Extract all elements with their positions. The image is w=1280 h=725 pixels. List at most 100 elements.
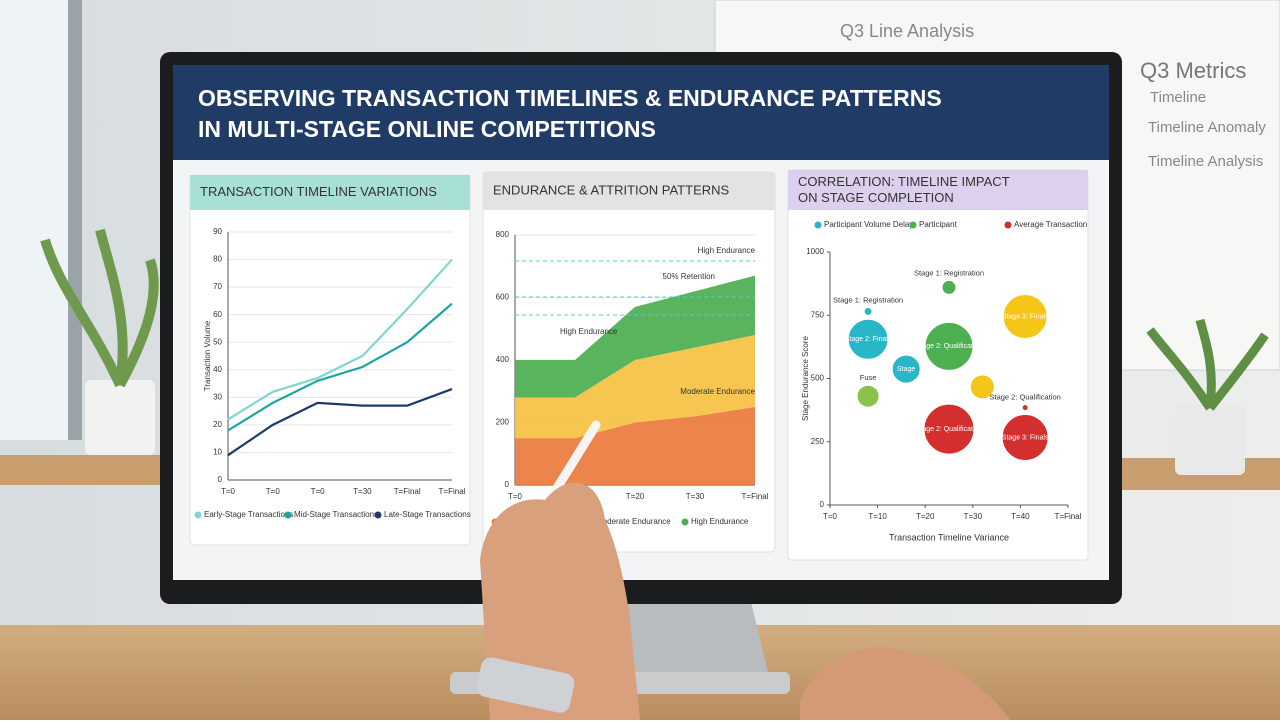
panel-title: ENDURANCE & ATTRITION PATTERNS: [493, 182, 730, 197]
panel-title-band: [788, 170, 1088, 210]
x-tick-label: T=Final: [439, 487, 466, 496]
header-title: OBSERVING TRANSACTION TIMELINES & ENDURA…: [198, 85, 942, 111]
y-tick-label: 400: [496, 355, 510, 364]
y-tick-label: 90: [213, 227, 222, 236]
bubble: [924, 321, 974, 371]
legend-swatch: [284, 511, 292, 519]
x-axis-label: Transaction Timeline Variance: [889, 532, 1009, 542]
series-line: [227, 258, 453, 421]
legend-swatch: [374, 511, 382, 519]
bubble-label: Stage 1: Registration: [833, 295, 903, 304]
x-tick-label: T=0: [221, 487, 236, 496]
legend-swatch: [909, 221, 917, 229]
side-table: [0, 455, 170, 485]
panel-title: CORRELATION: TIMELINE IMPACT ON STAGE COM…: [798, 174, 1010, 205]
x-tick-label: T=30: [964, 512, 983, 521]
y-tick-label: 500: [811, 374, 825, 383]
legend-label: Participant Volume Delay: [824, 220, 913, 229]
bubble: [1021, 404, 1029, 412]
left-hand: [800, 647, 1010, 720]
y-tick-label: 0: [218, 475, 223, 484]
bubble-label: Fuse: [860, 373, 877, 382]
bubble: [1001, 413, 1049, 461]
legend-label: Moderate Endurance: [596, 517, 671, 526]
y-tick-label: 800: [496, 230, 510, 239]
area-layer: [515, 275, 755, 398]
window-frame: [68, 0, 82, 440]
panel-title-band: [190, 175, 470, 210]
bubble-label: Stage 2: Qualification: [916, 343, 983, 350]
x-tick-label: T=10: [868, 512, 887, 521]
plant: [1146, 318, 1269, 475]
annotation: High Endurance: [560, 327, 618, 336]
whiteboard-text: Timeline: [1150, 89, 1206, 106]
annotation: 50% Retention: [663, 272, 715, 281]
x-tick-label: T=20: [916, 512, 935, 521]
legend-swatch: [814, 221, 822, 229]
x-tick-label: T=20: [626, 492, 645, 501]
bubble: [1002, 294, 1048, 340]
bubble-label: Stage 2: Qualification: [916, 426, 983, 433]
x-tick-label: T=0: [823, 512, 838, 521]
y-tick-label: 70: [213, 282, 222, 291]
y-tick-label: 30: [213, 392, 222, 401]
legend-label: Mid-Stage Transactions: [294, 510, 378, 519]
y-tick-label: 750: [811, 310, 825, 319]
y-tick-label: 0: [505, 480, 510, 489]
annotation: Moderate Endurance: [680, 387, 755, 396]
bubble: [941, 279, 957, 295]
bubble: [863, 306, 873, 316]
bubble-label: Stage 2: Qualification: [990, 393, 1061, 402]
x-tick-label: T=40: [1011, 512, 1030, 521]
title-line: CORRELATION: TIMELINE IMPACT: [798, 174, 1010, 189]
bubble-label: Stage 2: Finals: [845, 336, 892, 343]
y-tick-label: 80: [213, 255, 222, 264]
legend-swatch: [681, 518, 689, 526]
y-tick-label: 1000: [806, 247, 824, 256]
panel-title-band: [483, 172, 775, 210]
whiteboard-text: Q3 Metrics: [1140, 58, 1246, 83]
whiteboard-text: Q3 Line Analysis: [840, 21, 974, 41]
legend-label: Late-Stage Transactions: [384, 510, 471, 519]
y-tick-label: 20: [213, 420, 222, 429]
header-title: IN MULTI-STAGE ONLINE COMPETITIONS: [198, 116, 656, 142]
bubble-label: Stage 1: Registration: [914, 268, 984, 277]
legend-label: High Endurance: [691, 517, 749, 526]
x-tick-label: T=30: [686, 492, 705, 501]
bubble: [847, 318, 889, 360]
y-tick-label: 40: [213, 365, 222, 374]
bubble-label: Stage 3: Finals: [1002, 313, 1049, 320]
plant: [40, 228, 159, 455]
series-line: [227, 302, 453, 432]
y-tick-label: 10: [213, 448, 222, 457]
title-line: ON STAGE COMPLETION: [798, 190, 954, 205]
bubble-label: Stage: [897, 366, 915, 373]
window: [0, 0, 75, 440]
y-tick-label: 50: [213, 337, 222, 346]
legend-label: Participant: [919, 220, 958, 229]
bubble: [891, 354, 921, 384]
legend-swatch: [194, 511, 202, 519]
legend-label: Early-Stage Transactions: [204, 510, 293, 519]
y-tick-label: 60: [213, 310, 222, 319]
legend-label: Average Transaction: [1014, 220, 1087, 229]
y-axis-label: Transaction Volume: [203, 320, 212, 391]
y-axis-label: Stage Endurance Score: [801, 335, 810, 420]
y-tick-label: 600: [496, 293, 510, 302]
x-tick-label: T=0: [508, 492, 523, 501]
bubble-label: Stage 3: Finals: [1002, 434, 1049, 441]
x-tick-label: T=30: [353, 487, 372, 496]
whiteboard-text: Timeline Analysis: [1148, 153, 1263, 170]
panel-title: TRANSACTION TIMELINE VARIATIONS: [200, 184, 437, 199]
bubble: [856, 384, 880, 408]
x-tick-label: T=0: [266, 487, 281, 496]
y-tick-label: 250: [811, 437, 825, 446]
annotation: High Endurance: [698, 246, 756, 255]
area-layer: [515, 335, 755, 439]
whiteboard-text: Timeline Anomaly: [1148, 119, 1266, 136]
bubble: [969, 374, 995, 400]
hand-with-pen: [476, 420, 640, 720]
x-tick-label: T=Final: [742, 492, 769, 501]
